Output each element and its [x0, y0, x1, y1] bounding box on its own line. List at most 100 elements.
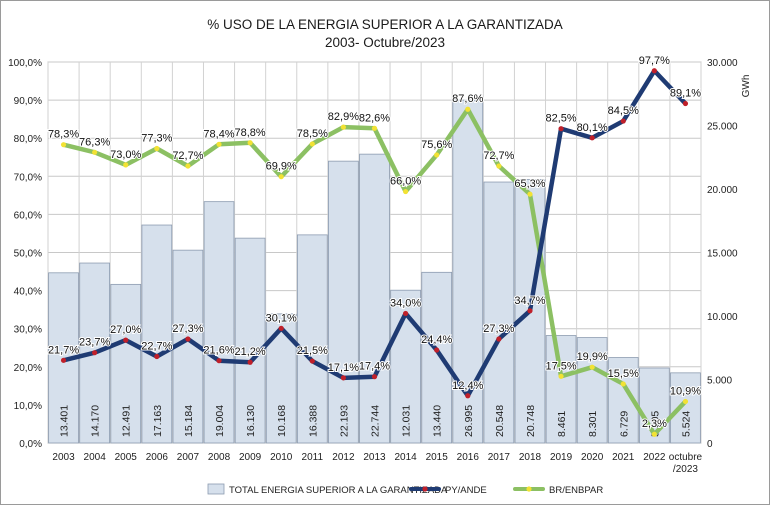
- point-py-ande: [527, 308, 533, 314]
- data-label-br-enbpar: 72,7%: [172, 150, 203, 162]
- point-br-enbpar: [589, 364, 595, 370]
- legend-swatch-bars: [207, 483, 225, 495]
- right-tick-label: 20.000: [707, 185, 738, 196]
- point-py-ande: [278, 325, 284, 331]
- x-tick-label: 2017: [488, 452, 511, 463]
- legend-label-line: BR/ENBPAR: [549, 485, 603, 496]
- data-label-py-ande: 21,7%: [48, 344, 79, 356]
- legend-label-bars: TOTAL ENERGIA SUPERIOR A LA GARANTIZADA: [229, 485, 448, 496]
- right-tick-label: 10.000: [707, 312, 738, 323]
- data-label-py-ande: 22,7%: [141, 341, 172, 353]
- data-label-py-ande: 21,6%: [203, 345, 234, 357]
- bar-value-label: 16.388: [307, 405, 319, 437]
- x-tick-label: 2006: [146, 452, 169, 463]
- data-label-br-enbpar: 82,9%: [328, 111, 359, 123]
- x-tick-label: octubre: [669, 452, 703, 463]
- data-label-py-ande: 27,3%: [172, 323, 203, 335]
- bar-2018: [514, 179, 546, 444]
- bar-value-label: 20.748: [525, 405, 537, 437]
- x-tick-label: 2009: [239, 452, 262, 463]
- x-tick-label: 2019: [550, 452, 573, 463]
- bar-value-label: 12.031: [401, 405, 413, 437]
- chart-title: % USO DE LA ENERGIA SUPERIOR A LA GARANT…: [207, 17, 563, 32]
- data-label-py-ande: 21,2%: [235, 346, 266, 358]
- point-br-enbpar: [60, 142, 67, 148]
- data-label-py-ande: 34,7%: [514, 295, 545, 307]
- data-label-py-ande: 24,4%: [421, 334, 452, 346]
- data-label-br-enbpar: 77,3%: [141, 132, 172, 144]
- bar-value-label: 10.168: [276, 405, 288, 437]
- data-label-br-enbpar: 78,4%: [203, 128, 234, 140]
- point-br-enbpar: [92, 149, 98, 155]
- x-tick-label: 2020: [581, 452, 604, 463]
- point-br-enbpar: [278, 174, 284, 180]
- data-label-br-enbpar: 65,3%: [514, 178, 545, 190]
- data-label-br-enbpar: 73,0%: [110, 149, 141, 161]
- right-axis-title: GWh: [741, 75, 752, 98]
- bar-value-label: 22.193: [338, 405, 350, 437]
- point-py-ande: [371, 374, 378, 380]
- data-label-py-ande: 27,3%: [483, 323, 514, 335]
- point-br-enbpar: [527, 191, 533, 197]
- left-tick-label: 70,0%: [14, 172, 42, 183]
- x-tick-label: 2015: [426, 452, 449, 463]
- bar-2010: [265, 313, 297, 444]
- chart-subtitle: 2003- Octubre/2023: [325, 35, 445, 50]
- point-py-ande: [496, 336, 502, 342]
- x-tick-label: 2008: [208, 452, 231, 463]
- point-br-enbpar: [247, 140, 253, 146]
- left-tick-label: 40,0%: [14, 287, 42, 298]
- legend: TOTAL ENERGIA SUPERIOR A LA GARANTIZADAP…: [207, 483, 603, 496]
- point-py-ande: [651, 68, 657, 74]
- x-tick-label: 2018: [519, 452, 542, 463]
- x-tick-label: 2021: [612, 452, 635, 463]
- right-tick-label: 5.000: [707, 376, 732, 387]
- x-tick-label: 2010: [270, 452, 293, 463]
- point-br-enbpar: [434, 152, 440, 158]
- bar-value-label: 17.163: [152, 405, 164, 437]
- point-br-enbpar: [682, 398, 689, 405]
- bar-value-label: 8.461: [556, 411, 568, 437]
- left-tick-label: 10,0%: [14, 401, 42, 412]
- left-tick-label: 20,0%: [14, 363, 42, 374]
- data-label-py-ande: 21,5%: [297, 345, 328, 357]
- point-py-ande: [558, 126, 564, 132]
- point-py-ande: [434, 347, 440, 353]
- data-label-py-ande: 80,1%: [577, 122, 608, 134]
- data-label-py-ande: 82,5%: [545, 113, 576, 125]
- left-tick-label: 60,0%: [14, 210, 42, 221]
- x-tick-label: 2012: [332, 452, 355, 463]
- point-py-ande: [682, 100, 689, 107]
- line-series: 78,3%76,3%73,0%77,3%72,7%78,4% 78,8%69,9%…: [47, 54, 702, 437]
- point-py-ande: [92, 350, 98, 356]
- data-label-py-ande: 89,1%: [670, 88, 701, 100]
- data-label-br-enbpar: 78,8%: [235, 127, 266, 139]
- point-py-ande: [60, 357, 67, 363]
- x-tick-label: /2023: [673, 464, 698, 475]
- right-tick-label: 15.000: [707, 249, 738, 260]
- data-label-br-enbpar: 76,3%: [79, 136, 110, 148]
- point-py-ande: [247, 359, 253, 365]
- bar-value-label: 26.995: [463, 405, 475, 437]
- point-py-ande: [340, 375, 347, 381]
- x-tick-label: 2004: [84, 452, 107, 463]
- bar-value-label: 13.440: [432, 405, 444, 437]
- legend-swatch-marker: [526, 486, 532, 492]
- point-br-enbpar: [309, 141, 315, 147]
- bar-2016: [452, 99, 484, 444]
- point-br-enbpar: [154, 145, 160, 152]
- data-label-py-ande: 12,4%: [452, 380, 483, 392]
- point-br-enbpar: [185, 163, 191, 169]
- bar-2015: [421, 271, 453, 444]
- data-label-py-ande: 17,4%: [359, 361, 390, 373]
- left-tick-label: 90,0%: [14, 96, 42, 107]
- point-py-ande: [123, 337, 129, 343]
- bar-2019: [545, 335, 577, 444]
- x-tick-label: 2003: [52, 452, 75, 463]
- point-py-ande: [465, 393, 471, 399]
- data-label-py-ande: 84,5%: [608, 105, 639, 117]
- left-tick-label: 50,0%: [14, 249, 42, 260]
- data-label-br-enbpar: 2,3%: [642, 418, 667, 430]
- point-py-ande: [589, 135, 595, 141]
